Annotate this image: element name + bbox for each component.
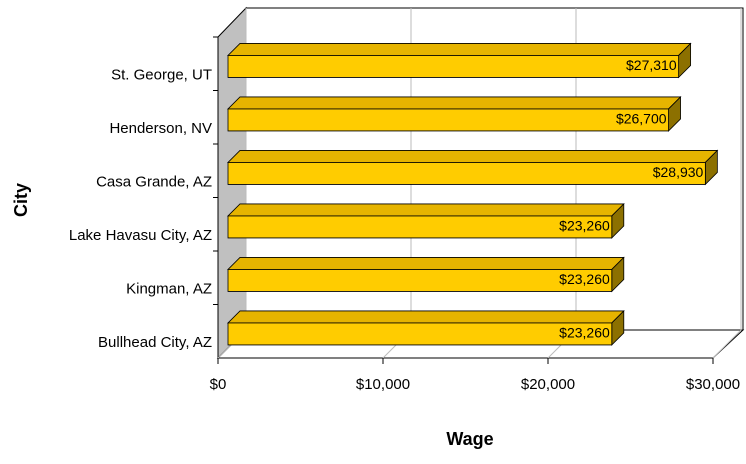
y-tick-label: Bullhead City, AZ <box>98 334 212 351</box>
bar <box>227 256 625 293</box>
bar-top <box>227 96 682 110</box>
bar-face <box>227 108 669 132</box>
x-tick-label: $0 <box>210 376 227 393</box>
bar-top <box>227 43 692 56</box>
x-tick-label: $20,000 <box>521 376 575 393</box>
y-tick-label: Henderson, NV <box>109 120 212 137</box>
x-tick-label: $10,000 <box>356 376 410 393</box>
bar-top <box>227 257 625 270</box>
bar-top <box>227 203 625 217</box>
bar-face <box>227 269 613 292</box>
bar-face <box>227 322 613 346</box>
x-axis-label: Wage <box>446 429 493 449</box>
grid-line <box>712 329 742 359</box>
bar <box>227 309 625 346</box>
value-label: $27,310 <box>626 57 677 73</box>
bar-face <box>227 162 706 185</box>
y-tick-label: Casa Grande, AZ <box>96 173 212 190</box>
bar-face <box>227 215 613 239</box>
value-label: $26,700 <box>616 111 667 127</box>
bar-top <box>227 150 719 163</box>
value-label: $28,930 <box>653 164 704 180</box>
x-tick-label: $30,000 <box>686 376 740 393</box>
y-tick-label: Kingman, AZ <box>126 280 212 297</box>
value-label: $23,260 <box>559 218 610 234</box>
value-label: $23,260 <box>559 325 610 341</box>
bar <box>227 202 625 239</box>
bar-face <box>227 55 680 78</box>
value-label: $23,260 <box>559 271 610 287</box>
bar <box>227 95 682 132</box>
bar-top <box>227 310 625 324</box>
y-tick-label: Lake Havasu City, AZ <box>69 227 212 244</box>
bar <box>227 149 719 186</box>
y-tick-label: St. George, UT <box>111 66 212 83</box>
y-axis-label: City <box>11 183 31 217</box>
bar <box>227 42 692 79</box>
